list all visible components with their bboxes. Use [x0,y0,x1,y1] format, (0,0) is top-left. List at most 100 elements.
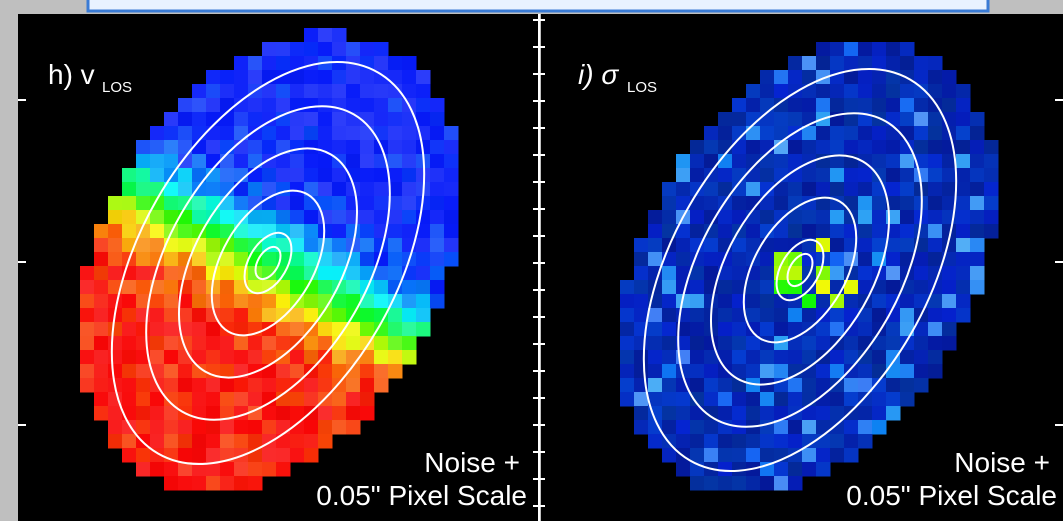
map-pixel [108,336,123,351]
map-pixel [886,252,901,267]
map-pixel [788,56,803,71]
map-pixel [80,350,95,365]
map-pixel [844,42,859,57]
map-pixel [690,210,705,225]
map-pixel [332,168,347,183]
map-pixel [774,322,789,337]
map-pixel [900,392,915,407]
map-pixel [304,70,319,85]
map-pixel [304,140,319,155]
map-pixel [620,280,635,295]
map-pixel [444,154,459,169]
map-pixel [94,364,109,379]
map-pixel [122,308,137,323]
map-pixel [402,70,417,85]
map-pixel [444,182,459,197]
map-pixel [718,294,733,309]
map-pixel [830,434,845,449]
map-pixel [416,322,431,337]
map-pixel [374,112,389,127]
map-pixel [332,238,347,253]
map-pixel [374,42,389,57]
map-pixel [970,140,985,155]
map-pixel [416,84,431,99]
map-pixel [858,182,873,197]
map-pixel [774,392,789,407]
map-pixel [402,308,417,323]
map-pixel [388,154,403,169]
map-pixel [774,364,789,379]
map-pixel [332,196,347,211]
map-pixel [648,224,663,239]
map-pixel [444,126,459,141]
map-pixel [248,462,263,477]
map-pixel [732,392,747,407]
map-pixel [774,154,789,169]
map-pixel [760,98,775,113]
map-pixel [914,56,929,71]
map-pixel [346,378,361,393]
map-pixel [234,308,249,323]
map-pixel [620,350,635,365]
map-pixel [872,98,887,113]
map-pixel [136,154,151,169]
map-pixel [774,462,789,477]
map-pixel [150,420,165,435]
map-pixel [718,168,733,183]
map-pixel [760,448,775,463]
map-pixel [220,70,235,85]
map-pixel [830,224,845,239]
map-pixel [80,322,95,337]
map-pixel [304,448,319,463]
map-pixel [346,168,361,183]
map-pixel [816,168,831,183]
map-pixel [136,406,151,421]
map-pixel [634,406,649,421]
map-pixel [816,210,831,225]
map-pixel [942,70,957,85]
map-pixel [360,392,375,407]
map-pixel [942,98,957,113]
map-pixel [136,462,151,477]
map-pixel [374,294,389,309]
map-pixel [956,280,971,295]
map-pixel [346,154,361,169]
map-pixel [858,224,873,239]
map-pixel [788,434,803,449]
map-pixel [928,210,943,225]
map-pixel [346,126,361,141]
map-pixel [108,350,123,365]
map-pixel [662,392,677,407]
map-pixel [900,210,915,225]
map-pixel [178,112,193,127]
map-pixel [150,434,165,449]
map-pixel [816,336,831,351]
map-pixel [248,434,263,449]
map-pixel [648,364,663,379]
map-pixel [248,70,263,85]
map-pixel [136,420,151,435]
map-pixel [262,406,277,421]
map-pixel [178,420,193,435]
map-pixel [760,154,775,169]
map-pixel [732,476,747,491]
map-pixel [164,476,179,491]
map-pixel [844,168,859,183]
map-pixel [634,350,649,365]
map-pixel [620,308,635,323]
map-pixel [886,406,901,421]
map-pixel [662,308,677,323]
map-pixel [690,322,705,337]
map-pixel [94,238,109,253]
map-pixel [108,434,123,449]
map-pixel [220,210,235,225]
map-pixel [136,196,151,211]
map-pixel [206,322,221,337]
map-pixel [122,378,137,393]
map-pixel [388,336,403,351]
map-pixel [928,336,943,351]
map-pixel [430,238,445,253]
map-pixel [704,448,719,463]
map-pixel [956,182,971,197]
map-pixel [234,56,249,71]
